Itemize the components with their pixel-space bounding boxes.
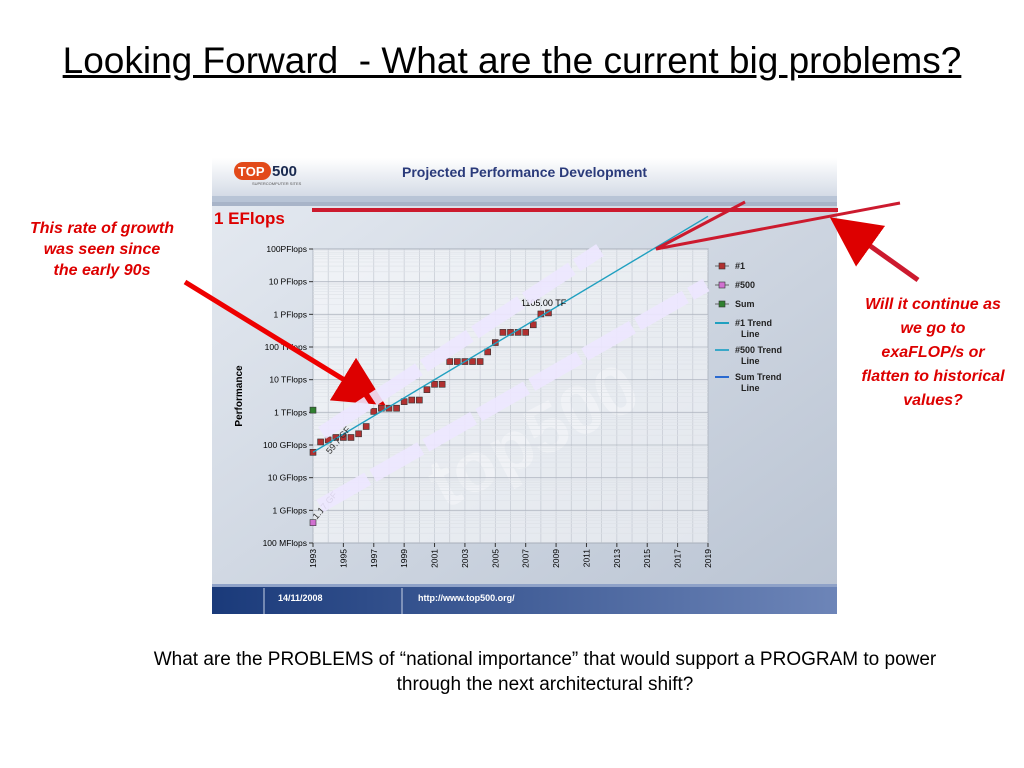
question-text: What are the PROBLEMS of “national impor… (153, 649, 937, 695)
svg-text:TOP: TOP (238, 164, 265, 179)
legend-label: Sum Trend (735, 372, 782, 382)
y-tick-label: 100 TFlops (265, 342, 307, 352)
point--1 (484, 348, 492, 356)
chart-title: Projected Performance Development (402, 164, 647, 180)
chart-footer (212, 584, 837, 614)
point--1 (423, 386, 431, 393)
legend-swatch-marker (718, 281, 726, 289)
point--1 (393, 404, 400, 412)
legend-label: #1 (735, 261, 745, 271)
legend-label-cont: Line (741, 383, 760, 393)
trend-arrow-lower (316, 278, 710, 513)
y-tick-label: 1 PFlops (273, 309, 307, 319)
chart-header (212, 158, 837, 196)
point--1 (438, 380, 446, 388)
trend-line--1-trend-line (312, 215, 709, 453)
point--1 (347, 434, 355, 441)
right-arrow (829, 217, 920, 283)
axes: 100 MFlops 1 GFlops 10 GFlops 100 GFlops 1 T… (263, 244, 713, 568)
point--500 (309, 519, 317, 526)
point--1 (522, 329, 529, 336)
point--1 (499, 329, 507, 336)
point--1 (431, 380, 438, 388)
slide-title: Looking Forward - What are the current b… (62, 40, 962, 81)
eflops-label: 1 EFlops (214, 209, 285, 228)
series (309, 215, 709, 526)
x-tick-label: 2001 (430, 549, 440, 568)
point-sum (309, 406, 317, 414)
bracket-line-upper (655, 200, 746, 251)
x-tick-label: 2017 (673, 549, 683, 568)
point--1 (408, 396, 416, 404)
svg-text:500: 500 (272, 163, 297, 180)
legend-label: #500 Trend (735, 345, 782, 355)
x-tick-label: 2007 (521, 549, 531, 568)
legend-label: #500 (735, 280, 755, 290)
point--1 (317, 438, 324, 446)
x-tick-label: 1997 (369, 549, 379, 568)
y-tick-label: 100 MFlops (263, 538, 307, 548)
point--1 (454, 358, 461, 365)
legend-label-cont: Line (741, 329, 760, 339)
point--1 (416, 396, 423, 404)
y-tick-label: 1 GFlops (273, 505, 308, 515)
point--1 (476, 358, 484, 365)
legend-label: #1 Trend (735, 318, 772, 328)
y-axis-label: Performance (234, 365, 245, 427)
y-tick-label: 10 GFlops (268, 473, 307, 483)
trend-arrow-upper (318, 244, 604, 439)
point--1 (529, 321, 537, 329)
point--1 (400, 398, 408, 405)
right-note: Will it continue as we go to exaFLOP/s o… (861, 296, 1005, 409)
point--1 (469, 358, 476, 365)
x-tick-label: 2009 (551, 549, 561, 568)
point--1 (446, 358, 454, 365)
legend-swatch-marker (718, 300, 726, 308)
y-tick-label: 10 PFlops (269, 277, 307, 287)
footer-url[interactable]: http://www.top500.org/ (418, 593, 515, 603)
x-tick-label: 1999 (399, 549, 409, 568)
x-tick-label: 1995 (338, 549, 348, 568)
point--1 (355, 430, 362, 438)
top500-logo: TOP 500 SUPERCOMPUTER SITES (234, 162, 302, 186)
annotation-1105-tf: 1105.00 TF (521, 298, 567, 308)
footer-date: 14/11/2008 (278, 593, 323, 603)
x-tick-label: 2003 (460, 549, 470, 568)
grid (312, 248, 709, 544)
y-tick-label: 10 TFlops (269, 375, 307, 385)
point--1 (370, 408, 378, 415)
legend-label-cont: Line (741, 356, 760, 366)
point--1 (309, 449, 317, 456)
x-tick-label: 2015 (642, 549, 652, 568)
point--1 (362, 423, 370, 430)
y-tick-label: 100 GFlops (263, 440, 307, 450)
x-tick-label: 1993 (308, 549, 318, 568)
legend-swatch-marker (718, 262, 726, 270)
y-tick-label: 100PFlops (266, 244, 307, 254)
left-note: This rate of growth was seen since the e… (30, 220, 174, 279)
bracket-line-lower (655, 201, 901, 251)
logo-subtitle: SUPERCOMPUTER SITES (252, 181, 302, 186)
legend-label: Sum (735, 299, 755, 309)
y-tick-label: 1 TFlops (274, 407, 307, 417)
x-tick-label: 2019 (703, 549, 713, 568)
x-tick-label: 2011 (581, 549, 591, 568)
x-tick-label: 2013 (612, 549, 622, 568)
left-arrow (183, 279, 386, 406)
x-tick-label: 2005 (490, 549, 500, 568)
